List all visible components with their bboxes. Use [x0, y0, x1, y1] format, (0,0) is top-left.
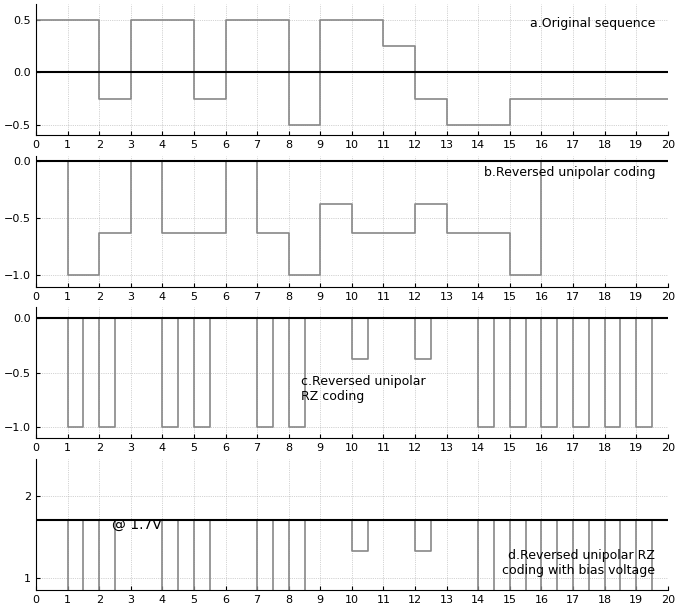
- Text: c.Reversed unipolar
RZ coding: c.Reversed unipolar RZ coding: [301, 375, 426, 403]
- Text: b.Reversed unipolar coding: b.Reversed unipolar coding: [483, 166, 655, 179]
- Text: a.Original sequence: a.Original sequence: [530, 17, 655, 30]
- Text: d.Reversed unipolar RZ
coding with bias voltage: d.Reversed unipolar RZ coding with bias …: [502, 549, 655, 577]
- Text: @ 1.7V: @ 1.7V: [112, 518, 162, 532]
